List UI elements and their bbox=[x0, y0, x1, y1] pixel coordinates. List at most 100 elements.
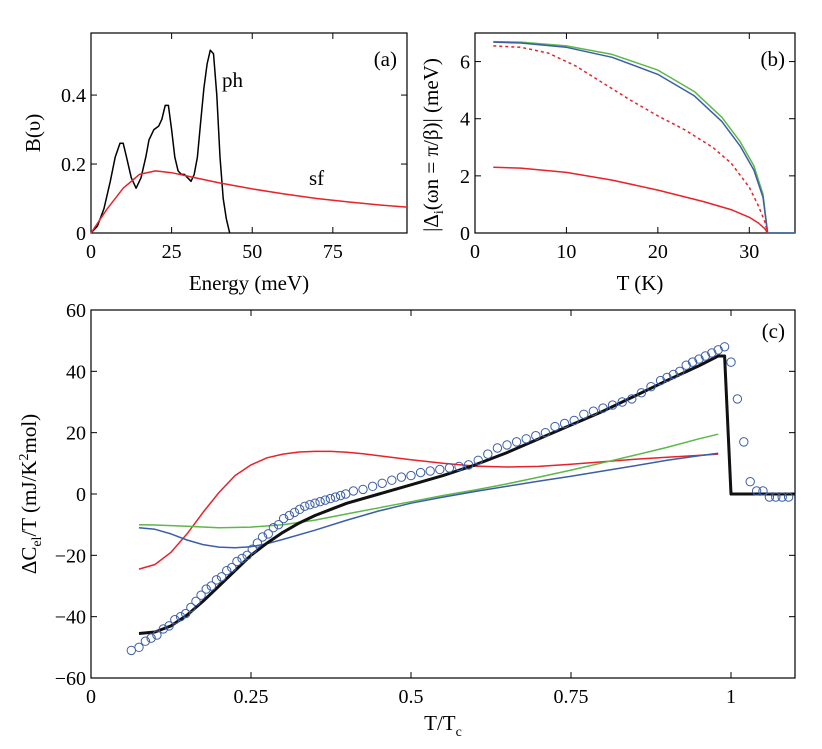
panel-c-markers bbox=[126, 342, 794, 656]
y-tick-label: 4 bbox=[460, 109, 470, 131]
panel-a: 0 25 50 75 0 0.2 0.4 (a) ph sf Energy (meV) B(… bbox=[21, 32, 408, 295]
data-point bbox=[252, 538, 263, 548]
annotation-ph: ph bbox=[222, 68, 244, 92]
data-point bbox=[435, 464, 445, 475]
panel-b-label: (b) bbox=[761, 47, 786, 71]
x-tick-label: 0 bbox=[86, 686, 96, 708]
panel-c-ylabel: ΔCel/T (mJ/K2mol) bbox=[17, 414, 45, 574]
data-point bbox=[777, 492, 787, 502]
panel-b-ylabel-sub: i bbox=[432, 210, 447, 214]
panel-a-series bbox=[90, 49, 408, 234]
data-point bbox=[588, 406, 599, 416]
data-point bbox=[305, 500, 315, 510]
y-tick-label: 6 bbox=[460, 52, 470, 74]
data-point bbox=[627, 394, 637, 404]
series-line-green bbox=[493, 40, 795, 234]
data-point bbox=[700, 351, 711, 361]
series-line-green bbox=[138, 433, 719, 529]
panel-c-ylabel-post: mol) bbox=[17, 414, 41, 454]
data-point bbox=[463, 460, 474, 470]
data-point bbox=[201, 584, 211, 594]
data-point bbox=[358, 484, 368, 495]
panel-a-frame bbox=[90, 32, 408, 234]
data-point bbox=[221, 565, 232, 576]
data-point bbox=[751, 486, 762, 496]
data-point bbox=[425, 466, 435, 476]
x-tick-label: 30 bbox=[739, 241, 759, 263]
data-point bbox=[531, 431, 541, 441]
data-point bbox=[289, 507, 300, 518]
data-point bbox=[745, 477, 755, 487]
x-tick-label: 0.75 bbox=[554, 686, 589, 708]
data-point bbox=[783, 492, 794, 502]
data-point bbox=[140, 636, 151, 646]
data-point bbox=[320, 495, 330, 505]
panel-b-ylabel-post: (ωn = π/β)| (meV) bbox=[419, 58, 443, 210]
data-point bbox=[681, 360, 691, 370]
data-point bbox=[540, 427, 551, 438]
data-point bbox=[146, 633, 156, 643]
x-tick-label: 0 bbox=[86, 241, 96, 263]
data-point bbox=[675, 366, 685, 377]
x-tick-label: 10 bbox=[556, 241, 576, 263]
panel-c: 0 0.25 0.5 0.75 1 −60 −40 −20 0 20 40 60 (c) T/Tc Δ… bbox=[17, 300, 796, 740]
series-line-fit bbox=[138, 354, 795, 635]
data-point bbox=[607, 400, 618, 410]
panel-c-ticks: 0 0.25 0.5 0.75 1 −60 −40 −20 0 20 40 60 bbox=[55, 300, 795, 708]
data-point bbox=[694, 354, 704, 364]
data-point bbox=[247, 544, 257, 554]
data-point bbox=[492, 443, 503, 453]
data-point bbox=[263, 529, 273, 539]
data-point bbox=[764, 492, 775, 502]
data-point bbox=[377, 478, 387, 488]
data-point bbox=[152, 630, 162, 640]
panel-c-label: (c) bbox=[762, 319, 785, 343]
data-point bbox=[216, 572, 227, 582]
x-tick-label: 0 bbox=[470, 241, 480, 263]
data-point bbox=[662, 372, 672, 383]
data-point bbox=[284, 510, 295, 521]
panel-b-xlabel: T (K) bbox=[617, 271, 664, 295]
y-tick-label: −40 bbox=[55, 607, 86, 629]
panel-c-xlabel-sub: c bbox=[456, 725, 462, 740]
data-point bbox=[719, 342, 730, 352]
x-tick-label: 0.5 bbox=[399, 686, 424, 708]
y-tick-label: 0.4 bbox=[61, 85, 86, 107]
data-point bbox=[170, 615, 180, 625]
data-point bbox=[396, 472, 407, 482]
panel-a-ylabel: B(υ) bbox=[21, 114, 45, 152]
data-point bbox=[668, 369, 679, 380]
panel-c-ylabel-pre: ΔC bbox=[17, 547, 41, 575]
y-tick-label: −20 bbox=[55, 545, 86, 567]
data-point bbox=[521, 434, 531, 444]
data-point bbox=[713, 345, 723, 355]
y-tick-label: 0 bbox=[76, 484, 86, 506]
x-tick-label: 20 bbox=[648, 241, 668, 263]
x-tick-label: 25 bbox=[162, 241, 182, 263]
data-point bbox=[175, 611, 186, 622]
data-point bbox=[473, 455, 483, 465]
data-point bbox=[126, 645, 137, 656]
data-point bbox=[300, 501, 310, 511]
data-point bbox=[315, 496, 325, 507]
data-point bbox=[454, 461, 464, 472]
data-point bbox=[196, 590, 206, 600]
series-line-ph bbox=[90, 49, 231, 234]
x-tick-label: 1 bbox=[726, 686, 736, 708]
y-tick-label: 0 bbox=[460, 223, 470, 245]
data-point bbox=[415, 467, 426, 478]
data-point bbox=[579, 409, 589, 419]
data-point bbox=[294, 504, 305, 515]
data-point bbox=[707, 348, 717, 358]
panel-b: 0 10 20 30 0 2 4 6 (b) T (K) |Δi(ωn = π/β)| (me… bbox=[419, 32, 796, 295]
data-point bbox=[732, 394, 743, 404]
panel-c-ylabel-mid: /T (mJ/K bbox=[17, 461, 41, 537]
data-point bbox=[598, 403, 608, 413]
series-line-red-dashed bbox=[493, 45, 769, 234]
data-point bbox=[227, 562, 237, 573]
data-point bbox=[268, 523, 279, 533]
data-point bbox=[335, 490, 346, 501]
y-tick-label: 20 bbox=[66, 423, 86, 445]
data-point bbox=[367, 481, 378, 492]
